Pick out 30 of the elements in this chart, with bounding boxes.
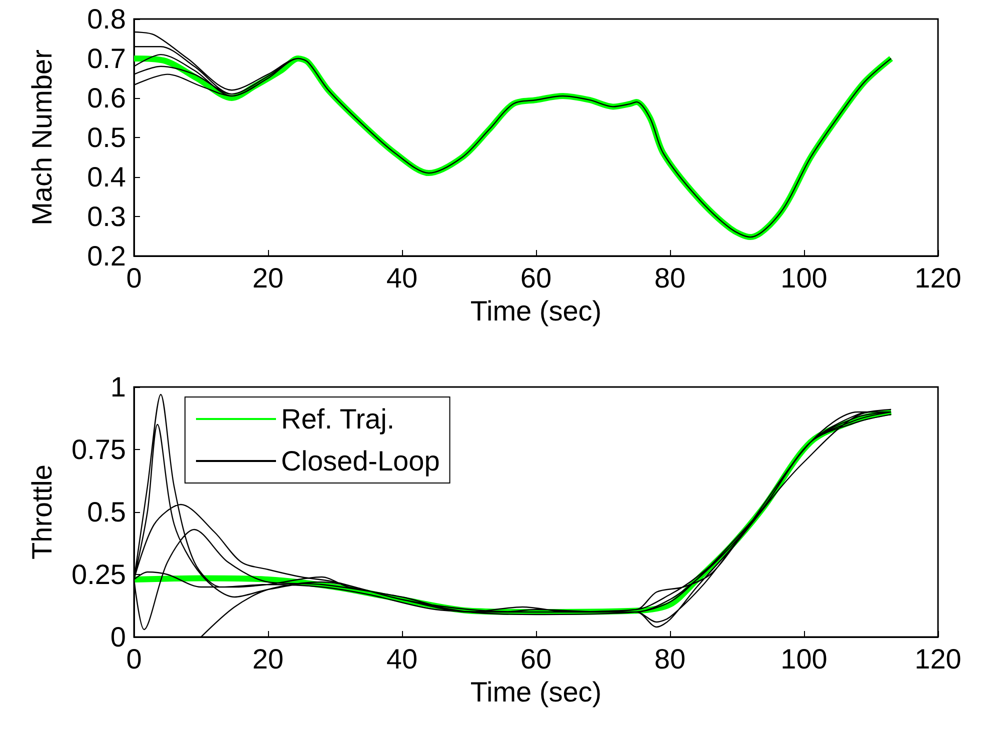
y-tick-label: 0.25 xyxy=(72,559,126,590)
y-tick-label: 0.4 xyxy=(87,162,126,192)
y-tick-label: 0 xyxy=(110,622,126,652)
x-axis-title: Time (sec) xyxy=(470,295,602,326)
x-tick-label: 80 xyxy=(654,262,686,294)
y-axis-title: Throttle xyxy=(26,464,58,560)
x-tick-label: 100 xyxy=(780,262,828,294)
y-tick-label: 0.7 xyxy=(87,43,126,74)
x-tick-label: 80 xyxy=(654,644,686,674)
legend-label: Closed-Loop xyxy=(281,446,440,476)
x-tick-label: 120 xyxy=(914,262,962,294)
y-tick-label: 0.5 xyxy=(87,122,126,153)
x-tick-label: 40 xyxy=(386,644,418,674)
x-tick-label: 120 xyxy=(914,644,962,674)
y-tick-label: 1 xyxy=(110,372,126,402)
x-tick-label: 20 xyxy=(252,262,284,294)
x-tick-label: 100 xyxy=(780,644,828,674)
x-axis-title: Time (sec) xyxy=(470,676,602,708)
x-tick-label: 60 xyxy=(520,644,552,674)
x-tick-label: 40 xyxy=(386,262,418,294)
y-tick-label: 0.6 xyxy=(87,82,126,114)
y-tick-label: 0.75 xyxy=(72,434,126,465)
y-tick-label: 0.8 xyxy=(87,4,126,34)
x-tick-label: 60 xyxy=(520,262,552,294)
legend-label: Ref. Traj. xyxy=(281,404,395,434)
y-tick-label: 0.5 xyxy=(87,496,126,528)
y-tick-label: 0.3 xyxy=(87,201,126,232)
y-axis-title: Mach Number xyxy=(26,50,58,226)
y-tick-label: 0.2 xyxy=(87,240,126,272)
x-tick-label: 20 xyxy=(252,644,284,674)
